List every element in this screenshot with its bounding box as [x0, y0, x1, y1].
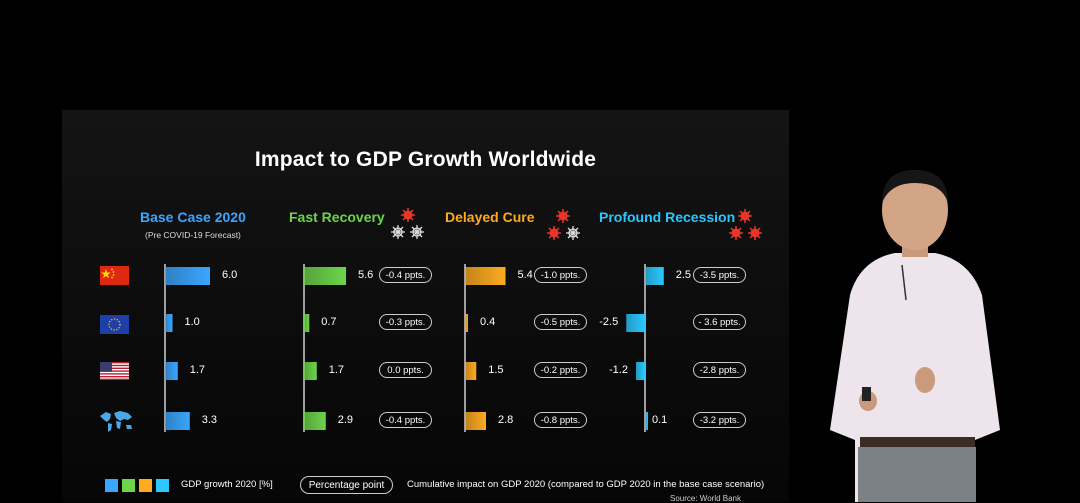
- presenter-image: [830, 170, 1000, 502]
- bar-fast-recovery-world: [304, 412, 326, 430]
- ppts-pill: 0.0 ppts.: [379, 362, 432, 378]
- virus-icon: [401, 208, 415, 222]
- bar-base-case-2020-world: [165, 412, 190, 430]
- ppts-pill: -0.4 ppts.: [379, 267, 432, 283]
- ppts-pill: -0.3 ppts.: [379, 314, 432, 330]
- value-label: 2.8: [498, 414, 514, 426]
- value-label: 1.5: [488, 364, 504, 376]
- legend-swatch: [105, 479, 118, 492]
- legend-cumulative-label: Cumulative impact on GDP 2020 (compared …: [407, 479, 765, 490]
- value-label: -1.2: [609, 364, 628, 376]
- virus-icon: [547, 226, 561, 240]
- value-label: 5.4: [517, 269, 533, 281]
- bar-profound-recession-usa: [636, 362, 645, 380]
- value-label: 3.3: [201, 414, 218, 426]
- value-label: 1.7: [328, 364, 345, 376]
- bar-profound-recession-world: [645, 412, 648, 430]
- value-label: 0.7: [321, 316, 337, 328]
- scenario-title-profound-recession: Profound Recession: [599, 209, 736, 225]
- value-label: -2.5: [599, 316, 619, 328]
- slide-background: [62, 110, 789, 502]
- bar-fast-recovery-usa: [304, 362, 317, 380]
- value-label: 0.4: [480, 316, 496, 328]
- bar-delayed-cure-world: [465, 412, 486, 430]
- value-label: 0.1: [652, 414, 668, 426]
- bar-profound-recession-china: [645, 267, 664, 285]
- legend-pp-pill: Percentage point: [300, 476, 393, 494]
- value-label: 2.9: [337, 414, 354, 426]
- chart-title: Impact to GDP Growth Worldwide: [254, 148, 597, 171]
- bar-delayed-cure-usa: [465, 362, 477, 380]
- legend-swatch: [122, 479, 135, 492]
- base-case-subtitle: (Pre COVID-19 Forecast): [145, 230, 241, 240]
- ppts-pill: -3.2 ppts.: [693, 412, 746, 428]
- value-label: 1.0: [184, 316, 200, 328]
- virus-icon: [391, 225, 405, 239]
- virus-icon: [738, 209, 752, 223]
- scenario-title-fast-recovery: Fast Recovery: [289, 209, 385, 225]
- ppts-pill: -0.8 ppts.: [534, 412, 587, 428]
- china-flag-icon: [100, 266, 129, 285]
- value-label: 6.0: [222, 269, 238, 281]
- virus-icon: [729, 226, 743, 240]
- value-label: 1.7: [189, 364, 206, 376]
- usa-flag-icon: [100, 362, 129, 380]
- legend-gdp-label: GDP growth 2020 [%]: [181, 479, 273, 490]
- source-note: Source: World Bank: [670, 494, 741, 503]
- ppts-pill: -3.5 ppts.: [693, 267, 746, 283]
- legend-swatch: [139, 479, 152, 492]
- legend-swatch: [156, 479, 169, 492]
- eu-flag-icon: [100, 315, 129, 334]
- virus-icon: [748, 226, 762, 240]
- virus-icon: [556, 209, 570, 223]
- ppts-pill: - 3.6 ppts.: [693, 314, 746, 330]
- virus-icon: [410, 225, 424, 239]
- bar-delayed-cure-eu: [465, 314, 468, 332]
- bar-base-case-2020-eu: [165, 314, 173, 332]
- bar-profound-recession-eu: [626, 314, 645, 332]
- ppts-pill: -0.5 ppts.: [534, 314, 587, 330]
- scenario-title-delayed-cure: Delayed Cure: [445, 209, 535, 225]
- bar-base-case-2020-china: [165, 267, 210, 285]
- ppts-pill: -0.2 ppts.: [534, 362, 587, 378]
- value-label: 2.5: [675, 269, 692, 281]
- bar-fast-recovery-eu: [304, 314, 310, 332]
- ppts-pill: -2.8 ppts.: [693, 362, 746, 378]
- bar-delayed-cure-china: [465, 267, 506, 285]
- virus-icon: [566, 226, 580, 240]
- scenario-title-base-case: Base Case 2020: [140, 209, 246, 225]
- world-map-icon: [100, 411, 132, 432]
- ppts-pill: -1.0 ppts.: [534, 267, 587, 283]
- bar-base-case-2020-usa: [165, 362, 178, 380]
- ppts-pill: -0.4 ppts.: [379, 412, 432, 428]
- value-label: 5.6: [358, 269, 374, 281]
- bar-fast-recovery-china: [304, 267, 346, 285]
